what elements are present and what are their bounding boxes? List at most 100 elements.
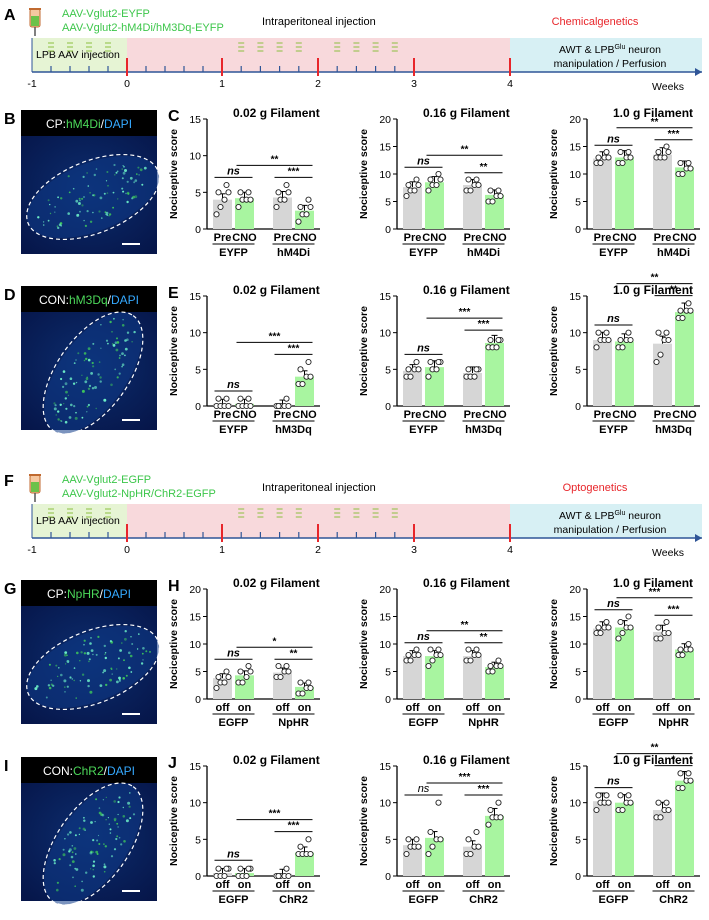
cell-dot — [90, 649, 94, 652]
y-tick-label: 5 — [385, 364, 391, 376]
data-point — [657, 351, 664, 358]
cell-dot — [92, 653, 94, 656]
cell-dot — [76, 213, 80, 217]
cell-dot — [116, 170, 119, 173]
data-point — [403, 850, 410, 858]
data-point — [605, 624, 612, 631]
cell-dot — [36, 685, 39, 688]
cell-dot — [58, 858, 61, 861]
y-tick-label: 5 — [195, 364, 201, 376]
virus-line-1: AAV-Vglut2-EGFP — [62, 474, 151, 486]
cell-dot — [89, 192, 91, 194]
cell-dot — [83, 219, 85, 222]
data-point — [495, 799, 502, 806]
cell-dot — [89, 642, 92, 645]
x-tick-label: CNO — [672, 232, 697, 244]
cell-dot — [75, 411, 77, 414]
image-label: CON:hM3Dq/DAPI — [39, 293, 139, 307]
data-point — [405, 366, 412, 373]
cell-dot — [125, 192, 127, 195]
significance-label: ns — [607, 313, 620, 325]
cell-dot — [78, 827, 81, 830]
cell-dot — [83, 819, 86, 822]
cell-dot — [60, 377, 63, 381]
significance-label: ns — [607, 133, 620, 145]
data-point — [437, 836, 444, 843]
cell-dot — [109, 678, 112, 682]
x-tick-label: Pre — [594, 409, 612, 421]
region-outline — [26, 153, 160, 241]
x-tick-label: on — [618, 879, 632, 891]
data-point — [247, 668, 254, 675]
bar — [675, 312, 694, 406]
data-point — [225, 189, 232, 196]
cell-dot — [109, 832, 112, 834]
cell-dot — [95, 653, 98, 656]
data-point — [283, 662, 290, 670]
cell-dot — [116, 341, 120, 344]
data-point — [429, 843, 436, 850]
cell-dot — [138, 633, 140, 635]
cell-dot — [68, 848, 72, 852]
cell-dot — [119, 649, 122, 652]
cell-dot — [107, 817, 109, 819]
injection-box — [32, 38, 127, 72]
x-tick-label: Pre — [274, 409, 292, 421]
bar — [273, 197, 292, 229]
data-point — [593, 344, 600, 351]
y-tick-label: 15 — [569, 142, 581, 154]
cell-dot — [60, 420, 63, 422]
y-tick-label: 10 — [189, 151, 201, 163]
cell-dot — [79, 210, 81, 213]
data-point — [427, 828, 434, 836]
data-point — [223, 395, 230, 402]
data-point — [281, 196, 288, 203]
data-point — [223, 181, 230, 189]
data-point — [283, 395, 290, 402]
cell-dot — [63, 653, 67, 657]
final-box-line-1: AWT & LPBGlu neuron — [559, 510, 661, 522]
cell-dot — [95, 168, 98, 170]
cell-dot — [59, 403, 62, 406]
x-tick-label: off — [215, 879, 229, 891]
cell-dot — [114, 341, 118, 345]
group-label: EYFP — [219, 424, 248, 436]
cell-dot — [82, 827, 86, 831]
cell-dot — [142, 659, 144, 661]
data-point — [655, 799, 662, 806]
y-tick-label: 0 — [385, 694, 391, 706]
cell-dot — [88, 658, 91, 661]
cell-dot — [126, 180, 129, 183]
cell-dot — [99, 196, 103, 200]
data-point — [273, 203, 280, 211]
y-tick-label: 10 — [569, 328, 581, 340]
cell-dot — [126, 338, 129, 342]
x-tick-label: Pre — [274, 232, 292, 244]
y-tick-label: 15 — [569, 291, 581, 303]
cell-dot — [67, 212, 70, 215]
panel-letter: G — [4, 581, 16, 598]
data-point — [405, 181, 412, 189]
cell-dot — [63, 403, 65, 405]
data-point — [663, 618, 670, 626]
data-point — [411, 187, 418, 194]
group-label: EYFP — [599, 424, 628, 436]
cell-dot — [85, 377, 89, 381]
data-point — [487, 336, 494, 344]
group-label: hM4Di — [657, 247, 690, 259]
cell-dot — [99, 376, 102, 379]
data-point — [243, 872, 250, 880]
chart-H-3: 1.0 g Filament 0 5 10 15 20 Nociceptive score o… — [548, 576, 700, 729]
label-sep: / — [101, 117, 105, 131]
significance-label: ** — [461, 144, 469, 155]
data-point — [405, 836, 412, 843]
cell-dot — [122, 319, 124, 321]
y-axis-label: Nociceptive score — [358, 306, 370, 396]
cell-dot — [134, 179, 138, 182]
y-tick-label: 5 — [575, 364, 581, 376]
cell-dot — [79, 660, 81, 662]
cell-dot — [124, 347, 128, 351]
cell-dot — [93, 173, 97, 177]
data-point — [297, 366, 304, 373]
cell-dot — [56, 225, 59, 227]
